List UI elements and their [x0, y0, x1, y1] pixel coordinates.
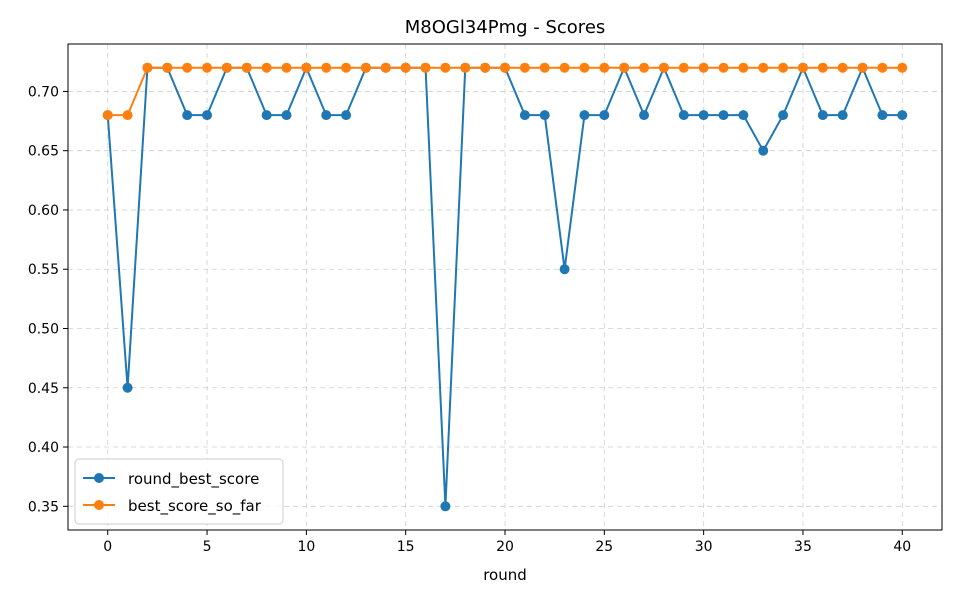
- data-point-best-score-so-far: [460, 62, 471, 73]
- series-layer: [102, 62, 908, 512]
- data-point-best-score-so-far: [281, 62, 292, 73]
- data-point-round-best-score: [817, 110, 828, 121]
- data-point-round-best-score: [281, 110, 292, 121]
- data-point-round-best-score: [122, 382, 133, 393]
- y-tick-label: 0.60: [28, 203, 59, 219]
- data-point-best-score-so-far: [500, 62, 510, 73]
- legend-marker-round-best-score: [94, 473, 104, 483]
- data-point-best-score-so-far: [480, 62, 491, 73]
- legend-box: [74, 458, 284, 525]
- data-point-round-best-score: [698, 110, 709, 121]
- data-point-round-best-score: [519, 110, 530, 121]
- legend-label-round-best-score: round_best_score: [128, 470, 259, 489]
- data-point-best-score-so-far: [738, 62, 749, 73]
- x-tick-label: 30: [695, 539, 713, 555]
- data-point-round-best-score: [758, 145, 769, 156]
- data-point-round-best-score: [440, 501, 451, 512]
- data-point-round-best-score: [718, 110, 729, 121]
- data-point-best-score-so-far: [360, 62, 371, 73]
- x-tick-label: 40: [893, 539, 911, 555]
- data-point-best-score-so-far: [420, 62, 431, 73]
- data-point-best-score-so-far: [718, 62, 729, 73]
- data-point-best-score-so-far: [579, 62, 590, 73]
- data-point-best-score-so-far: [519, 62, 530, 73]
- data-point-best-score-so-far: [202, 62, 213, 73]
- x-tick-label: 35: [794, 539, 812, 555]
- y-tick-label: 0.40: [28, 440, 59, 456]
- y-tick-label: 0.65: [28, 144, 59, 160]
- y-tick-label: 0.55: [28, 262, 59, 278]
- x-tick-label: 5: [203, 539, 212, 555]
- data-point-best-score-so-far: [102, 110, 113, 121]
- data-point-round-best-score: [877, 110, 888, 121]
- x-tick-label: 0: [103, 539, 112, 555]
- data-point-best-score-so-far: [162, 62, 173, 73]
- data-point-round-best-score: [321, 110, 332, 121]
- data-point-best-score-so-far: [877, 62, 888, 73]
- data-point-round-best-score: [559, 264, 570, 275]
- data-point-round-best-score: [837, 110, 848, 121]
- data-point-round-best-score: [261, 110, 272, 121]
- data-point-round-best-score: [678, 110, 689, 121]
- data-point-best-score-so-far: [182, 62, 193, 73]
- data-point-best-score-so-far: [897, 62, 908, 73]
- data-point-round-best-score: [738, 110, 749, 121]
- data-point-best-score-so-far: [698, 62, 709, 73]
- legend-marker-best-score-so-far: [94, 500, 104, 510]
- data-point-round-best-score: [341, 110, 352, 121]
- y-tick-label: 0.35: [28, 499, 59, 515]
- data-point-best-score-so-far: [817, 62, 828, 73]
- data-point-best-score-so-far: [440, 62, 451, 73]
- data-point-best-score-so-far: [261, 62, 272, 73]
- x-tick-label: 20: [496, 539, 514, 555]
- data-point-best-score-so-far: [837, 62, 848, 73]
- data-point-round-best-score: [202, 110, 213, 121]
- chart-title: M8OGl34Pmg - Scores: [405, 17, 606, 38]
- data-point-best-score-so-far: [778, 62, 789, 73]
- data-point-best-score-so-far: [619, 62, 630, 73]
- data-point-best-score-so-far: [142, 62, 153, 73]
- legend-label-best-score-so-far: best_score_so_far: [128, 497, 262, 516]
- data-point-round-best-score: [897, 110, 908, 121]
- axes: 0 5 10 15 20 25 30 35 40 0.35 0.40 0.45 0.50 0.55 0.60…: [28, 84, 911, 555]
- data-point-round-best-score: [579, 110, 590, 121]
- data-point-best-score-so-far: [658, 62, 669, 73]
- data-point-best-score-so-far: [758, 62, 769, 73]
- x-tick-label: 10: [297, 539, 315, 555]
- data-point-best-score-so-far: [857, 62, 868, 73]
- y-tick-label: 0.45: [28, 381, 59, 397]
- data-point-best-score-so-far: [321, 62, 332, 73]
- data-point-best-score-so-far: [599, 62, 610, 73]
- data-point-round-best-score: [599, 110, 610, 121]
- y-tick-label: 0.70: [28, 84, 59, 100]
- data-point-best-score-so-far: [400, 62, 411, 73]
- data-point-round-best-score: [639, 110, 650, 121]
- legend: round_best_score best_score_so_far: [74, 458, 284, 525]
- data-point-best-score-so-far: [797, 62, 808, 73]
- x-tick-label: 25: [595, 539, 613, 555]
- data-point-best-score-so-far: [639, 62, 650, 73]
- data-point-best-score-so-far: [559, 62, 570, 73]
- data-point-best-score-so-far: [380, 62, 391, 73]
- data-point-round-best-score: [778, 110, 789, 121]
- x-tick-label: 15: [397, 539, 415, 555]
- data-point-round-best-score: [539, 110, 550, 121]
- data-point-best-score-so-far: [341, 62, 352, 73]
- data-point-best-score-so-far: [539, 62, 550, 73]
- x-axis-label: round: [483, 566, 527, 584]
- data-point-best-score-so-far: [241, 62, 252, 73]
- data-point-best-score-so-far: [301, 62, 312, 73]
- data-point-best-score-so-far: [122, 110, 133, 121]
- data-point-best-score-so-far: [678, 62, 689, 73]
- series-best-score-so-far: [102, 62, 908, 121]
- data-point-round-best-score: [182, 110, 193, 121]
- y-tick-label: 0.50: [28, 321, 59, 337]
- data-point-best-score-so-far: [221, 62, 232, 73]
